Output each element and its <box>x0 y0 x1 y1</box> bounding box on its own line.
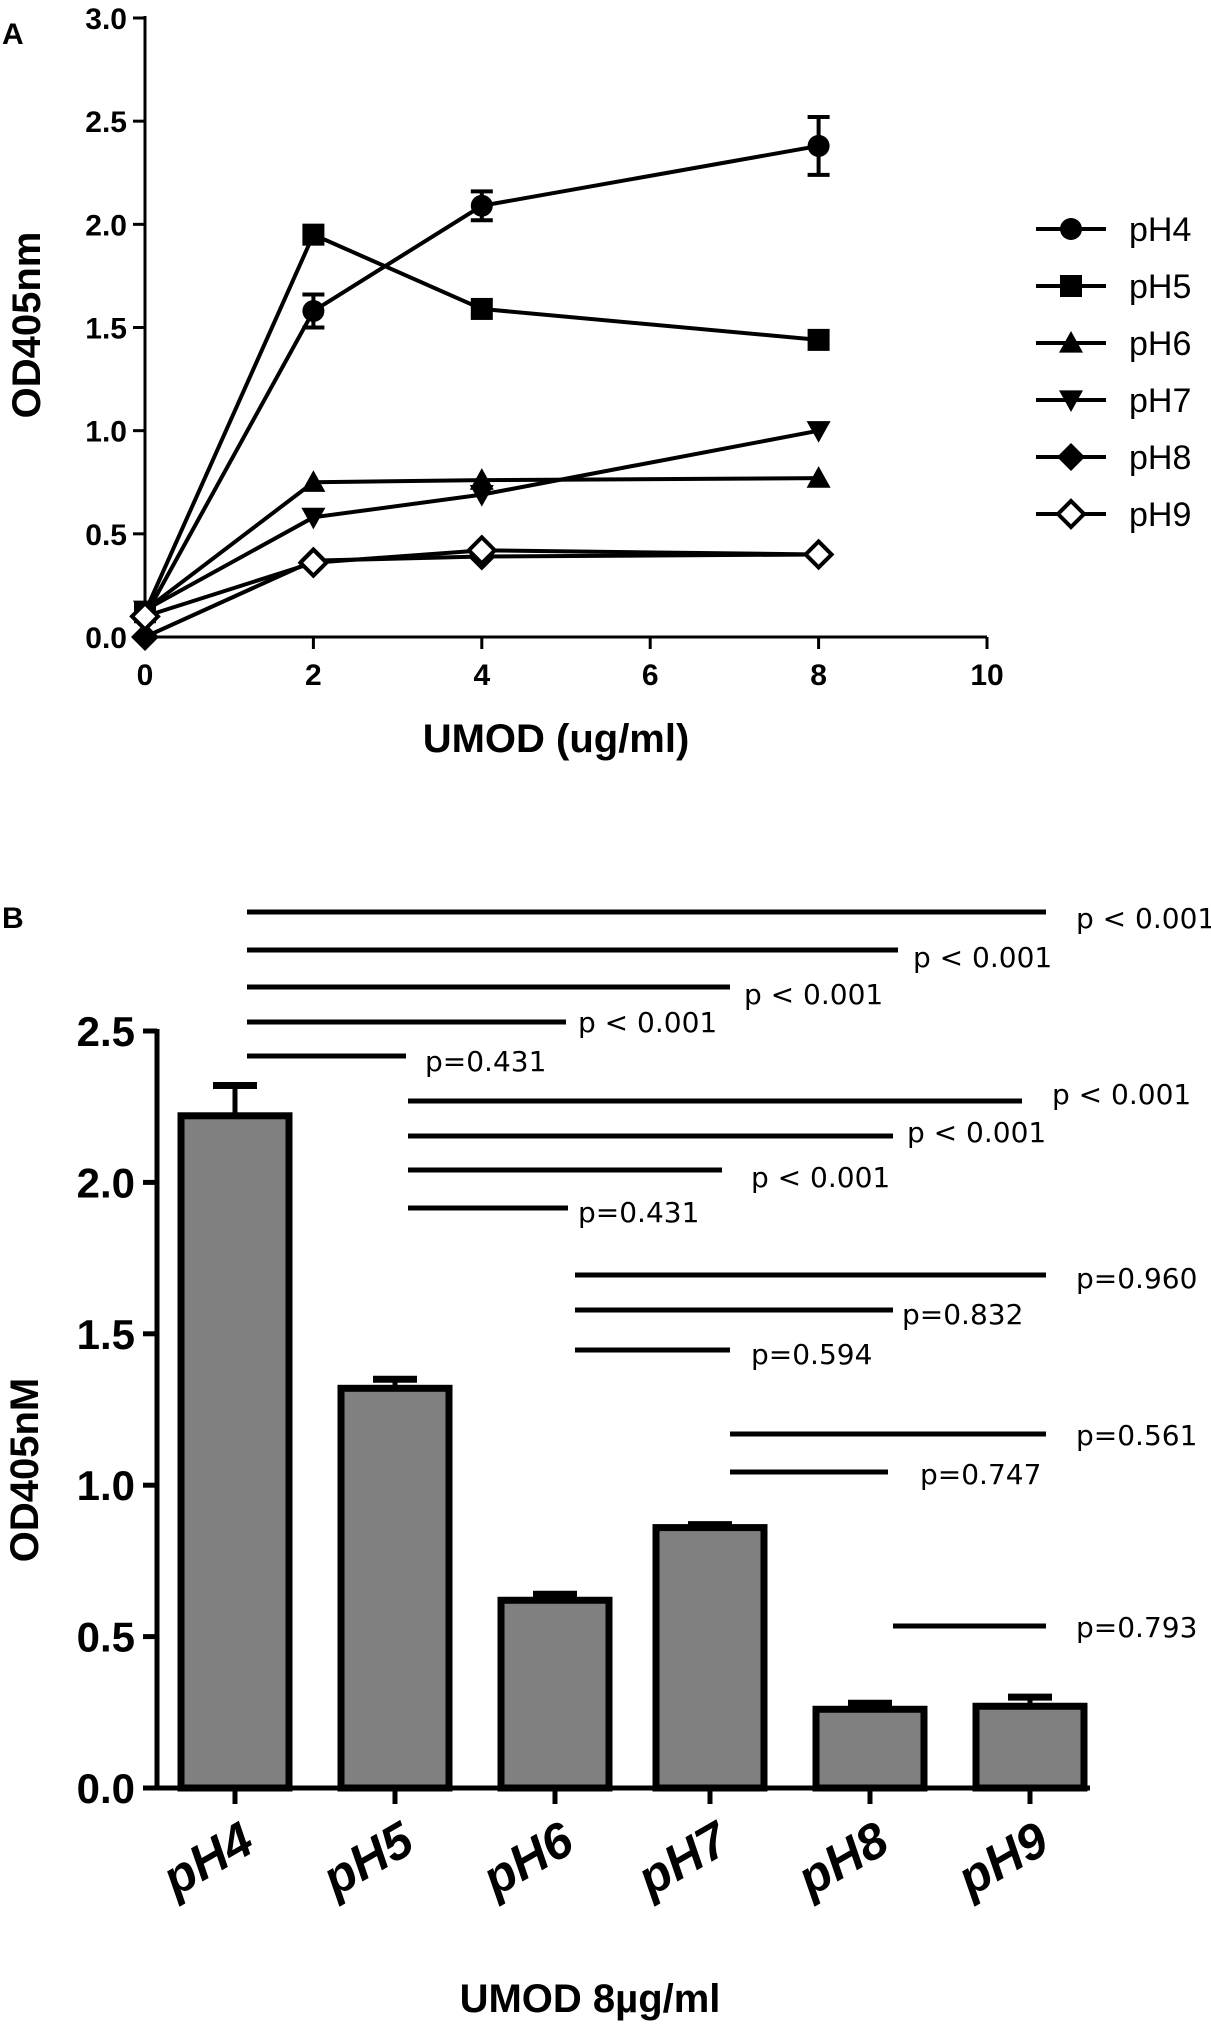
series-line-pH7 <box>144 428 819 612</box>
bar-chart-b: 0.0 0.5 1.0 1.5 2.0 2.5 pH4 pH5 pH6 pH7 pH8 pH9 p < … <box>77 902 1211 1908</box>
y-tick-label-b: 2.0 <box>77 1159 135 1206</box>
legend-label-pH9: pH9 <box>1129 496 1191 534</box>
x-tick-label-a: 4 <box>473 659 490 692</box>
series-line-pH9 <box>144 548 819 619</box>
legend-label-pH7: pH7 <box>1129 382 1191 420</box>
data-point-pH5 <box>807 328 830 351</box>
category-label-pH6: pH6 <box>471 1810 584 1907</box>
data-point-pH4 <box>807 134 830 157</box>
p-value-label: p < 0.001 <box>744 978 883 1011</box>
category-label-pH7: pH7 <box>626 1810 739 1908</box>
y-axis-title-b: OD405nM <box>3 1378 47 1563</box>
p-value-label: p=0.960 <box>1076 1262 1197 1295</box>
p-value-label: p < 0.001 <box>751 1161 890 1194</box>
p-value-label: p=0.594 <box>751 1338 872 1371</box>
bar-pH7 <box>652 1524 768 1792</box>
legend-marker <box>1057 443 1085 471</box>
legend-label-pH4: pH4 <box>1129 211 1191 249</box>
y-tick-label-b: 2.5 <box>77 1008 135 1055</box>
data-point-pH4 <box>470 194 493 217</box>
p-value-label: p=0.793 <box>1076 1611 1197 1644</box>
category-label-pH8: pH8 <box>786 1811 898 1908</box>
y-axis-title-a: OD405nm <box>5 232 49 419</box>
panel-label-a: A <box>2 18 24 51</box>
legend-marker <box>1060 275 1082 297</box>
series-line-pH4 <box>143 143 819 618</box>
x-tick-label-a: 0 <box>137 659 154 692</box>
data-point-pH7 <box>301 507 326 530</box>
y-tick-label-a: 1.0 <box>85 416 127 449</box>
category-label-pH4: pH4 <box>151 1811 263 1908</box>
p-value-label: p=0.832 <box>902 1298 1023 1331</box>
data-point-pH4 <box>302 299 325 322</box>
legend-marker <box>1059 331 1083 353</box>
bar-pH5 <box>337 1384 453 1792</box>
data-point-pH7 <box>469 485 494 507</box>
y-tick-label-a: 2.5 <box>85 106 127 139</box>
category-label-pH5: pH5 <box>311 1810 424 1907</box>
y-tick-label-a: 3.0 <box>85 3 127 36</box>
series-line-pH5 <box>143 232 819 614</box>
y-tick-label-b: 0.0 <box>77 1765 135 1812</box>
data-point-pH6 <box>301 470 326 492</box>
data-point-pH9 <box>802 538 835 571</box>
data-point-pH7 <box>806 421 831 443</box>
y-tick-label-a: 2.0 <box>85 209 127 242</box>
bar-pH6 <box>497 1596 613 1792</box>
bar-pH4 <box>177 1112 293 1792</box>
p-value-label: p < 0.001 <box>913 941 1052 974</box>
data-point-pH5 <box>470 297 493 320</box>
y-tick-label-b: 1.0 <box>77 1462 135 1509</box>
data-point-pH9 <box>465 534 498 567</box>
legend-marker <box>1055 498 1087 530</box>
p-value-label: p < 0.001 <box>578 1006 717 1039</box>
category-label-pH9: pH9 <box>946 1811 1058 1908</box>
legend-label-pH8: pH8 <box>1129 439 1191 477</box>
y-tick-label-b: 1.5 <box>77 1311 135 1358</box>
bar-pH9 <box>972 1702 1088 1792</box>
y-tick-label-a: 1.5 <box>85 313 127 346</box>
y-tick-label-a: 0.5 <box>85 519 127 552</box>
p-value-label: p < 0.001 <box>907 1116 1046 1149</box>
data-point-pH5 <box>302 223 325 246</box>
legend-marker <box>1059 390 1083 412</box>
legend-label-pH6: pH6 <box>1129 325 1191 363</box>
p-value-label: p=0.561 <box>1076 1419 1197 1452</box>
series-line-pH6 <box>143 476 819 612</box>
x-axis-title-b: UMOD 8µg/ml <box>460 1977 721 2021</box>
y-tick-label-a: 0.0 <box>85 622 127 655</box>
series-line-pH8 <box>144 552 819 639</box>
legend-label-pH5: pH5 <box>1129 268 1191 306</box>
legend-marker <box>1060 218 1082 240</box>
x-tick-label-a: 10 <box>970 659 1003 692</box>
data-point-pH9 <box>129 600 161 633</box>
y-tick-label-b: 0.5 <box>77 1614 135 1661</box>
p-value-label: p < 0.001 <box>1052 1078 1191 1111</box>
p-value-label: p < 0.001 <box>1076 902 1211 935</box>
p-value-label: p=0.431 <box>425 1045 546 1078</box>
data-point-pH6 <box>806 466 831 488</box>
x-tick-label-a: 2 <box>305 659 322 692</box>
line-chart-a: 0.0 0.5 1.0 1.5 2.0 2.5 3.0 0 2 4 6 8 10 pH4 pH5 pH6 pH7… <box>85 3 1191 692</box>
x-axis-title-a: UMOD (ug/ml) <box>423 717 690 761</box>
bar-pH8 <box>812 1705 928 1792</box>
x-tick-label-a: 6 <box>642 659 659 692</box>
data-point-pH8 <box>131 623 159 651</box>
data-point-pH6 <box>469 468 494 490</box>
panel-label-b: B <box>2 902 24 935</box>
p-value-label: p=0.747 <box>920 1458 1041 1491</box>
p-value-label: p=0.431 <box>578 1196 699 1229</box>
data-point-pH9 <box>297 546 330 579</box>
x-tick-label-a: 8 <box>810 659 827 692</box>
